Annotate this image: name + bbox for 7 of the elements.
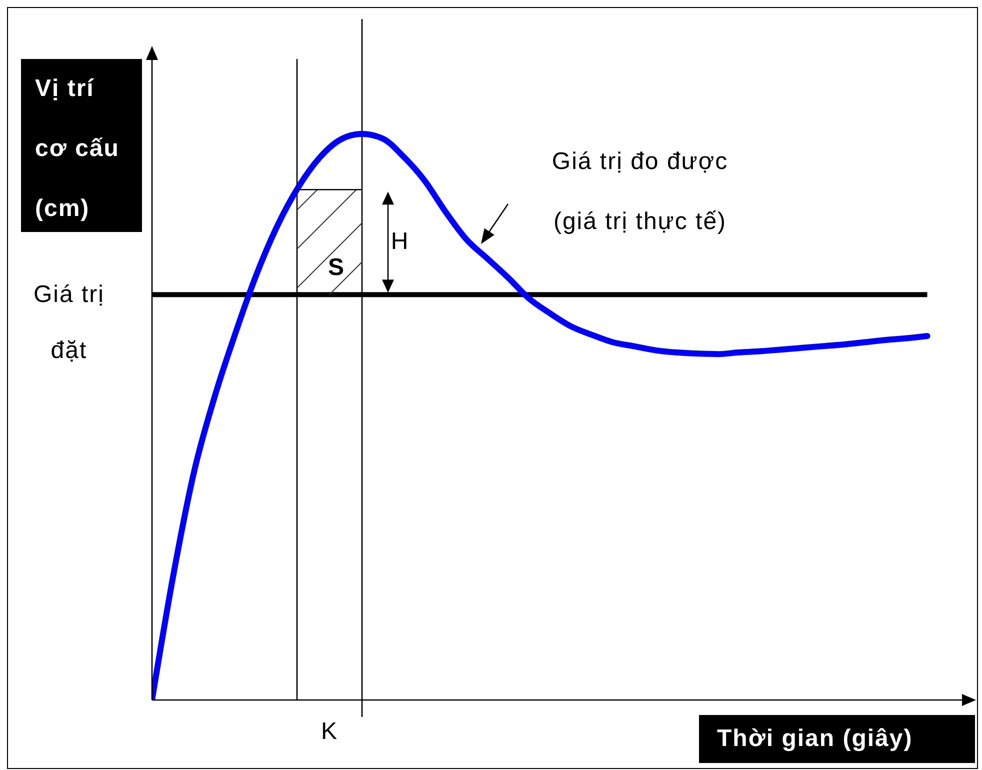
text: Giá trị đo được (giá trị thực tế) xyxy=(552,148,728,235)
text: Vị trí cơ cấu (cm) xyxy=(35,75,120,222)
text: Giá trị đặt xyxy=(33,280,105,364)
annotation: H xyxy=(390,228,410,256)
annotation: S xyxy=(328,254,346,282)
text: K xyxy=(320,718,338,746)
x-axis-title: Thời gian (giây) xyxy=(717,724,914,754)
